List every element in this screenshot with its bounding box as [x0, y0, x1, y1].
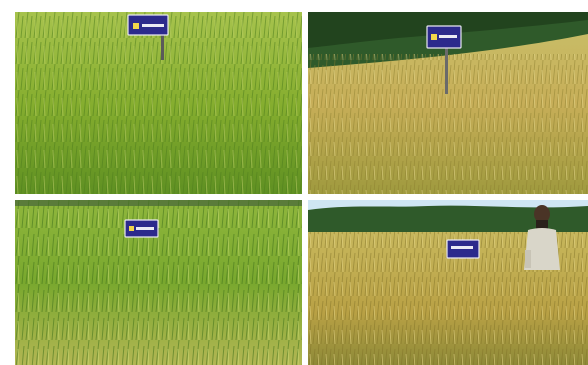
signboard — [446, 239, 480, 259]
field-image — [308, 12, 588, 194]
signboard — [127, 14, 169, 60]
field-image — [308, 200, 588, 365]
photo-bottom-right-golden-field-farmer — [308, 200, 588, 365]
farmer-figure — [524, 205, 560, 270]
photo-bottom-left-green-field — [15, 200, 302, 365]
field-image — [15, 200, 302, 365]
signboard — [124, 219, 159, 238]
signboard — [426, 25, 462, 94]
field-image — [15, 12, 302, 194]
photo-top-right-golden-field — [308, 12, 588, 194]
photo-top-left-green-field — [15, 12, 302, 194]
